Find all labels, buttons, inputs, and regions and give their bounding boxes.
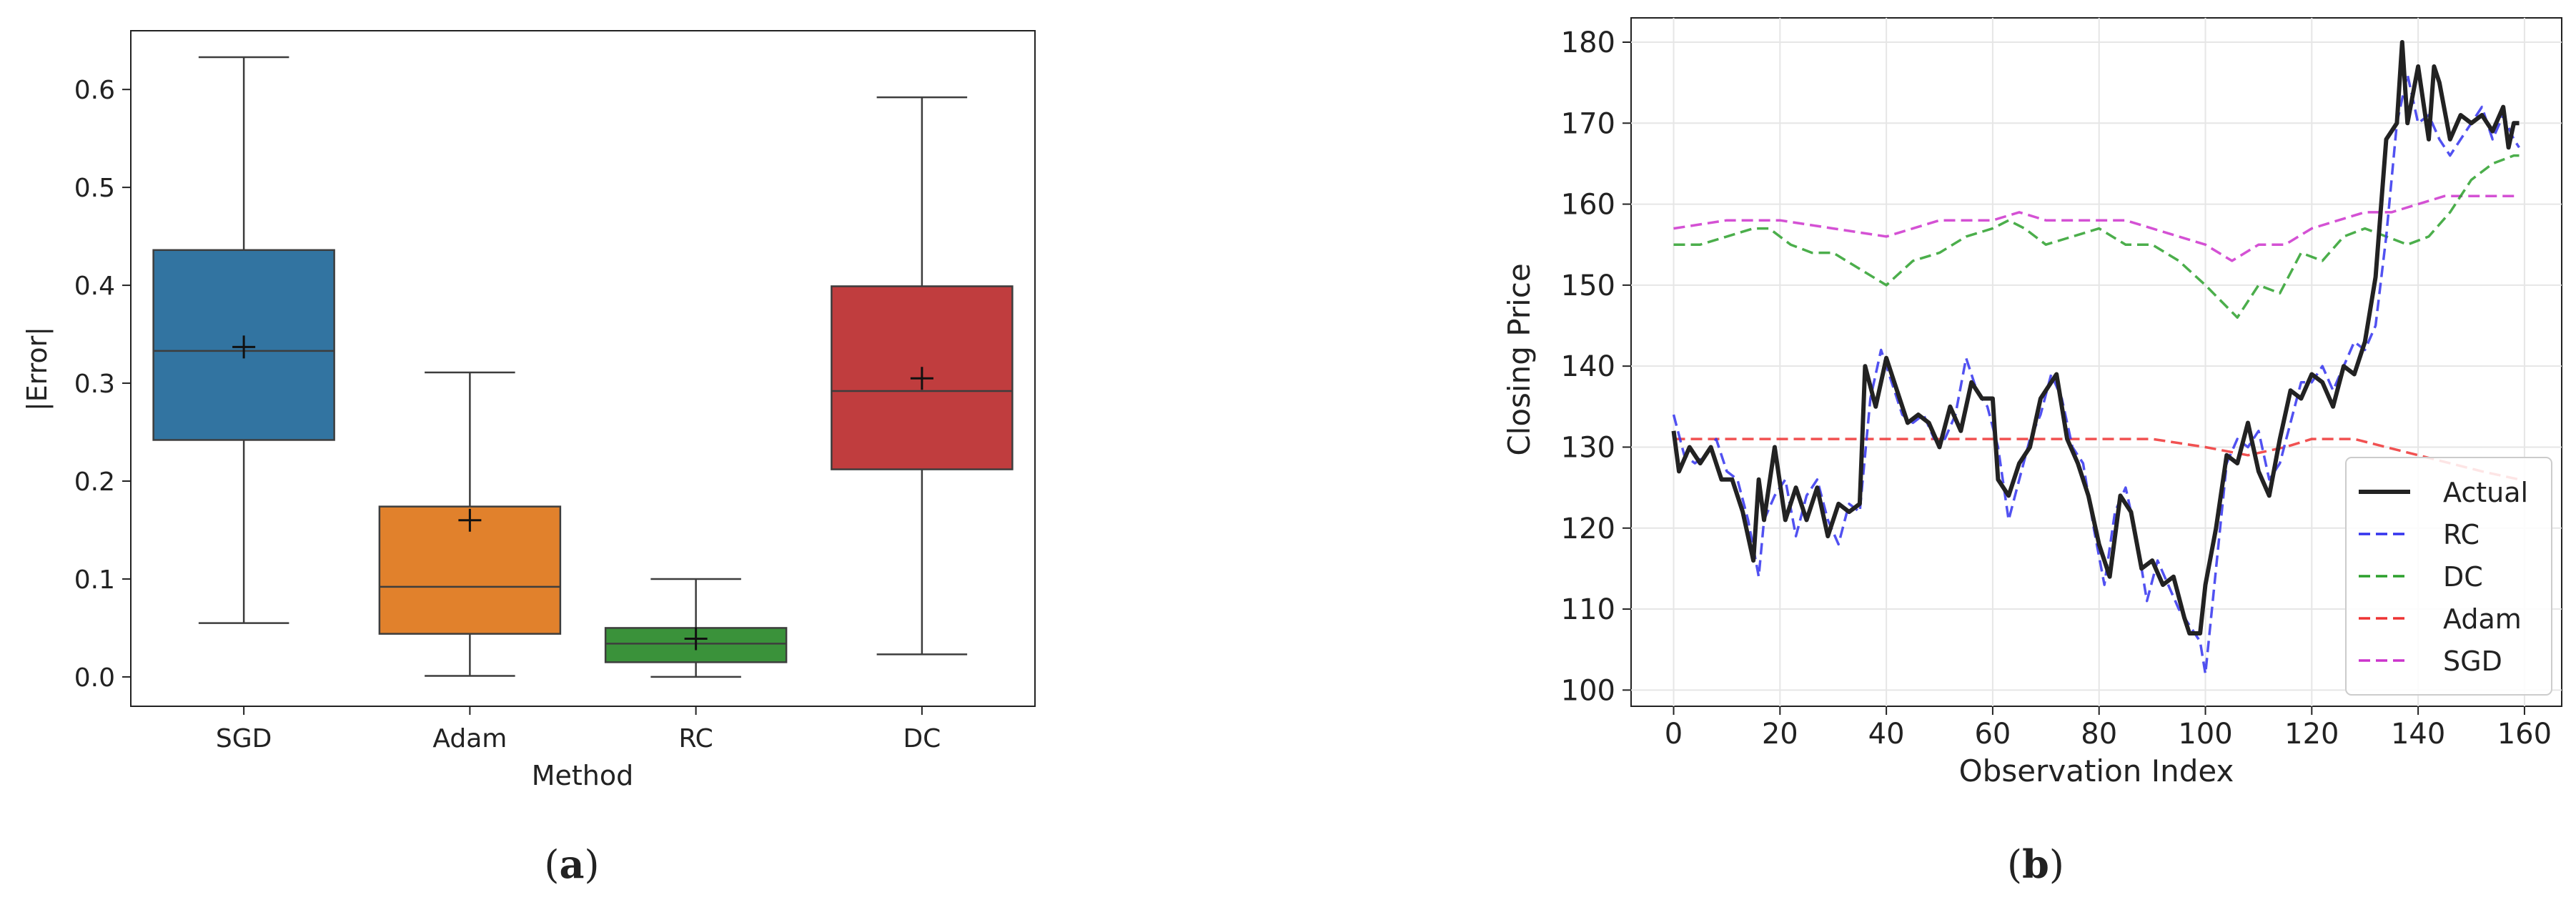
series-line-dc (1673, 154, 2520, 319)
line-x-tick-label: 80 (2081, 718, 2117, 751)
line-x-tick-label: 160 (2497, 718, 2552, 751)
boxplot-x-tick-label: SGD (216, 724, 272, 753)
mean-marker (458, 508, 482, 532)
mean-marker (684, 627, 708, 651)
line-chart-frame (1630, 17, 2562, 707)
boxplot-y-tick-label: 0.6 (74, 76, 115, 105)
line-chart-series (1671, 40, 2520, 676)
legend-items: Actual RC DC Adam SGD (2359, 477, 2528, 677)
line-y-tick-label: 180 (1561, 26, 1615, 59)
boxplot-y-tick-label: 0.4 (74, 272, 115, 301)
panel-label-b-letter: b (2022, 841, 2049, 887)
panel-label-b: (b) (2007, 841, 2064, 887)
series-line-adam (1673, 437, 2520, 481)
line-y-tick-label: 130 (1561, 431, 1615, 464)
boxplot-x-tick-label: RC (678, 724, 713, 753)
boxplot-y-tick-label: 0.3 (74, 370, 115, 399)
boxplot-y-tick-label: 0.0 (74, 663, 115, 693)
boxplot-y-tick-label: 0.2 (74, 468, 115, 497)
panel-label-a-open: ( (544, 842, 559, 887)
series-line-actual (1671, 40, 2520, 635)
series-line-rc (1672, 73, 2520, 676)
legend-label-adam: Adam (2443, 603, 2522, 635)
boxplot-x-tick-label: DC (903, 724, 941, 753)
line-chart-panel: 100 110 120 130 140 150 160 170 180 0 20 40 60 80 100… (1502, 17, 2562, 788)
boxplot-frame (130, 30, 1036, 707)
boxplot-x-tick-label: Adam (432, 724, 507, 753)
boxplot-y-axis-label: |Error| (21, 327, 54, 411)
legend-label-sgd: SGD (2443, 646, 2502, 677)
line-y-tick-label: 170 (1561, 107, 1615, 140)
panel-label-a-close: ) (585, 842, 600, 887)
panel-label-a-letter: a (560, 841, 585, 887)
panel-label-b-close: ) (2049, 842, 2064, 887)
panel-label-b-open: ( (2007, 842, 2022, 887)
line-y-tick-label: 120 (1561, 513, 1615, 545)
boxplot-panel: 0.0 0.1 0.2 0.3 0.4 0.5 0.6 SGD Adam RC DC |Error… (21, 30, 1036, 791)
boxplot-boxes (152, 56, 1014, 678)
line-x-tick-label: 100 (2178, 718, 2232, 751)
line-x-tick-label: 140 (2391, 718, 2445, 751)
line-chart-y-axis-label: Closing Price (1502, 263, 1537, 455)
legend-label-rc: RC (2443, 519, 2480, 550)
line-y-tick-label: 150 (1561, 269, 1615, 302)
line-x-tick-label: 40 (1868, 718, 1905, 751)
mean-marker (232, 335, 256, 359)
svg-text:(b): (b) (2007, 841, 2064, 887)
boxplot-y-axis: 0.0 0.1 0.2 0.3 0.4 0.5 0.6 (74, 76, 131, 693)
line-x-tick-label: 60 (1974, 718, 2011, 751)
line-y-tick-label: 110 (1561, 593, 1615, 626)
line-x-tick-label: 120 (2284, 718, 2339, 751)
line-chart-y-axis: 100 110 120 130 140 150 160 170 180 (1561, 26, 1631, 707)
series-line-sgd (1673, 194, 2520, 262)
line-y-tick-label: 160 (1561, 189, 1615, 222)
legend-label-dc: DC (2443, 561, 2483, 593)
boxplot-y-tick-label: 0.5 (74, 174, 115, 203)
boxplot-x-axis-label: Method (532, 760, 634, 791)
line-x-tick-label: 0 (1665, 718, 1683, 751)
panel-label-a: (a) (544, 841, 599, 887)
legend-box (2345, 457, 2552, 696)
line-x-tick-label: 20 (1762, 718, 1798, 751)
svg-text:(a): (a) (544, 841, 599, 887)
line-y-tick-label: 100 (1561, 674, 1615, 707)
legend: Actual RC DC Adam SGD (2345, 457, 2552, 696)
line-chart-x-axis-label: Observation Index (1959, 753, 2234, 788)
mean-marker (910, 367, 933, 390)
boxplot-y-tick-label: 0.1 (74, 565, 115, 595)
line-y-tick-label: 140 (1561, 350, 1615, 383)
line-chart-x-axis: 0 20 40 60 80 100 120 140 160 (1665, 706, 2552, 751)
legend-label-actual: Actual (2443, 477, 2528, 508)
boxplot-x-axis: SGD Adam RC DC (216, 706, 941, 753)
